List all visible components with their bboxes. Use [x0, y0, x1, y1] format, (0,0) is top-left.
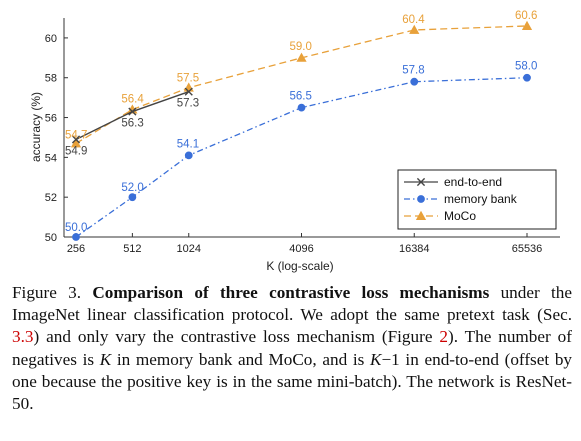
data-point-memory-bank	[128, 193, 137, 202]
legend-label: end-to-end	[444, 175, 502, 189]
data-label: 59.0	[290, 41, 312, 53]
chart-series-layer	[70, 20, 533, 241]
legend-marker	[415, 210, 427, 220]
data-label: 57.3	[177, 98, 199, 110]
y-axis-title: accuracy (%)	[29, 92, 43, 162]
data-point-moco	[409, 24, 420, 34]
data-label: 54.7	[65, 129, 87, 141]
y-tick-label: 60	[45, 33, 57, 45]
data-label: 60.4	[402, 14, 425, 26]
data-point-memory-bank	[297, 103, 306, 112]
chart-legend: end-to-end memory bank MoCo	[397, 169, 557, 230]
data-label: 54.9	[65, 145, 87, 157]
data-label: 56.4	[121, 94, 144, 106]
x-axis-title: K (log-scale)	[266, 259, 333, 273]
data-point-end-to-end	[71, 135, 81, 144]
accuracy-chart: 50 52 54 56 58 60 256 512 1024 4096 16384 65536 54.…	[29, 10, 560, 273]
data-point-moco	[521, 20, 533, 30]
x-marker-stroke	[416, 177, 426, 187]
caption-text-3: ). The number of negatives is	[12, 327, 572, 369]
caption-k-symbol: K	[99, 349, 112, 369]
data-label: 60.6	[515, 10, 537, 22]
series-line-moco	[75, 25, 528, 144]
figure-caption: Figure 3. Comparison of three contrastiv…	[12, 282, 572, 415]
data-label: 50.0	[65, 222, 87, 234]
caption-section-ref[interactable]: 3.3	[12, 327, 34, 347]
caption-figure-ref[interactable]: 2	[439, 327, 448, 347]
legend-marker	[417, 195, 425, 203]
data-label: 54.1	[177, 138, 199, 150]
data-point-moco	[70, 138, 82, 148]
x-tick-label: 1024	[177, 243, 201, 255]
data-point-memory-bank	[72, 233, 80, 241]
caption-text-2: ) and only vary the contrastive loss mec…	[33, 327, 440, 347]
caption-k-symbol: K	[370, 349, 382, 369]
caption-text-4: in memory bank and MoCo, and is	[111, 349, 370, 369]
caption-prefix: Figure 3.	[12, 283, 93, 302]
x-tick-label: 512	[123, 243, 141, 255]
legend-label: memory bank	[444, 192, 518, 206]
data-point-end-to-end	[184, 87, 193, 96]
data-label: 52.0	[121, 182, 143, 194]
y-tick-label: 54	[45, 152, 57, 164]
data-label: 58.0	[515, 61, 537, 73]
x-tick-label: 4096	[289, 243, 313, 255]
caption-text-1: under the ImageNet linear classification…	[12, 283, 572, 325]
legend-label: MoCo	[444, 209, 476, 223]
chart-axes: 50 52 54 56 58 60 256 512 1024 4096 16384 65536	[45, 18, 560, 255]
x-marker-stroke	[71, 135, 81, 144]
data-label: 56.3	[121, 118, 143, 130]
data-point-memory-bank	[184, 151, 193, 160]
data-label: 57.5	[177, 73, 199, 85]
x-tick-label: 16384	[399, 243, 430, 255]
data-point-end-to-end	[128, 107, 137, 116]
series-line-memory-bank	[75, 77, 528, 238]
x-marker-stroke	[128, 107, 137, 116]
y-tick-label: 58	[45, 73, 57, 85]
caption-bold-title: Comparison of three contrastive loss mec…	[92, 283, 490, 302]
data-point-memory-bank	[523, 73, 531, 82]
data-point-moco	[296, 52, 307, 62]
y-tick-label: 50	[45, 232, 57, 244]
data-label: 56.5	[290, 91, 312, 103]
data-point-memory-bank	[410, 77, 419, 86]
x-tick-label: 256	[67, 243, 85, 255]
legend-marker	[416, 177, 426, 187]
caption-text-5: −1 in end-to-end (offset by one because …	[12, 349, 573, 414]
y-tick-label: 56	[45, 113, 57, 125]
y-tick-label: 52	[45, 192, 57, 204]
x-marker-stroke	[184, 87, 193, 96]
chart-data-labels: 54.9 56.3 57.3 50.0 52.0 54.1 56.5 57.8 58.0 54.7…	[65, 10, 537, 234]
data-label: 57.8	[402, 65, 424, 77]
x-tick-label: 65536	[512, 243, 543, 255]
